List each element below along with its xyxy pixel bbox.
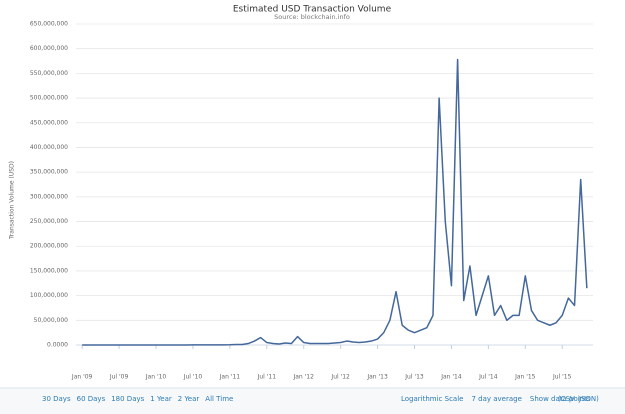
data-line: [82, 58, 588, 346]
control-link[interactable]: All Time: [205, 395, 233, 403]
x-tick-label: Jul '09: [109, 374, 129, 381]
x-tick-label: Jan '13: [366, 374, 388, 381]
y-tick-label: 50,000,000: [34, 317, 69, 324]
x-tick-label: Jan '15: [514, 374, 536, 381]
y-tick-label: 650,000,000: [30, 21, 68, 28]
x-tick-label: Jan '11: [219, 374, 241, 381]
y-tick-label: 550,000,000: [30, 70, 68, 77]
y-tick-label: 300,000,000: [30, 193, 68, 200]
y-tick-label: 600,000,000: [30, 45, 68, 52]
y-tick-label: 350,000,000: [30, 169, 68, 176]
x-tick-label: Jul '12: [330, 374, 350, 381]
x-tick-label: Jan '14: [440, 374, 462, 381]
control-link[interactable]: Show data points: [530, 395, 591, 403]
y-tick-label: 250,000,000: [30, 218, 68, 225]
y-tick-label: 100,000,000: [30, 292, 68, 299]
control-link[interactable]: JSON): [578, 395, 599, 403]
x-tick-label: Jul '14: [478, 374, 498, 381]
control-link[interactable]: 2 Year: [178, 395, 200, 403]
control-link[interactable]: 30 Days: [42, 395, 71, 403]
x-tick-label: Jul '11: [257, 374, 277, 381]
control-bar: [0, 388, 625, 414]
control-link[interactable]: 180 Days: [111, 395, 144, 403]
x-tick-label: Jan '10: [145, 374, 167, 381]
y-tick-label: 450,000,000: [30, 119, 68, 126]
y-tick-label: 200,000,000: [30, 243, 68, 250]
control-link[interactable]: Logarithmic Scale: [401, 395, 463, 403]
x-tick-label: Jan '12: [292, 374, 314, 381]
y-tick-label: 150,000,000: [30, 267, 68, 274]
chart-subtitle: Source: blockchain.info: [274, 13, 350, 21]
control-link[interactable]: 1 Year: [150, 395, 172, 403]
chart-title: Estimated USD Transaction Volume: [233, 5, 392, 15]
x-tick-label: Jul '10: [183, 374, 203, 381]
y-tick-label: 0.0000: [47, 342, 68, 349]
x-tick-label: Jul '15: [552, 374, 572, 381]
x-tick-label: Jul '13: [404, 374, 424, 381]
x-tick-label: Jan '09: [71, 374, 93, 381]
y-tick-label: 400,000,000: [30, 144, 68, 151]
control-link[interactable]: (CSV: [558, 395, 575, 403]
y-axis-title: Transaction Volume (USD): [9, 161, 16, 240]
y-tick-label: 500,000,000: [30, 95, 68, 102]
control-link[interactable]: 7 day average: [471, 395, 521, 403]
control-link[interactable]: 60 Days: [77, 395, 106, 403]
